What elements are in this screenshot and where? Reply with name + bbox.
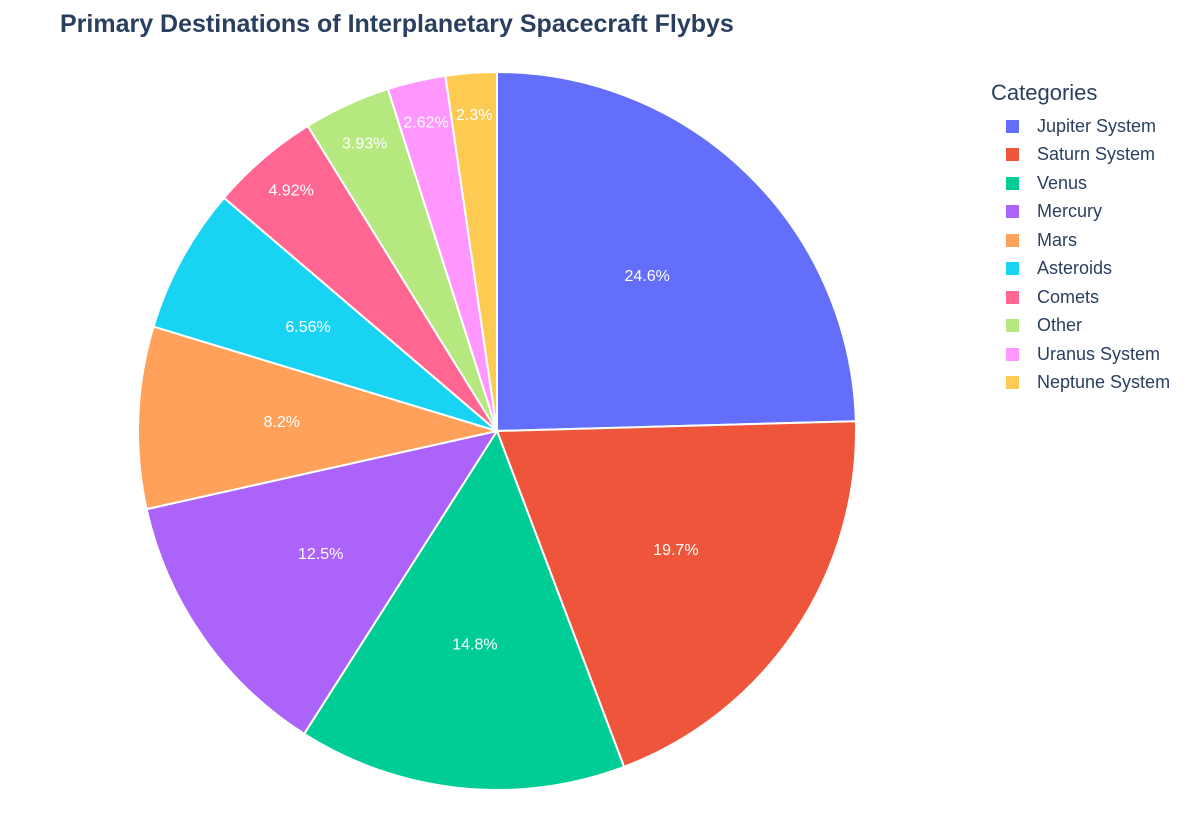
pie-slice-mars[interactable] bbox=[137, 325, 501, 511]
legend-item-jupiter-system[interactable]: Jupiter System bbox=[991, 112, 1170, 141]
legend-item-saturn-system[interactable]: Saturn System bbox=[991, 141, 1170, 170]
legend-label: Comets bbox=[1037, 286, 1100, 307]
legend-label: Jupiter System bbox=[1037, 115, 1157, 136]
pie-label-other: 3.93% bbox=[342, 135, 387, 152]
legend-item-comets[interactable]: Comets bbox=[991, 283, 1170, 312]
legend-label: Asteroids bbox=[1037, 258, 1113, 279]
legend-swatch bbox=[1006, 376, 1019, 390]
pie-slice-jupiter-system[interactable] bbox=[496, 70, 857, 433]
legend-swatch bbox=[1006, 233, 1019, 247]
legend-title: Categories bbox=[991, 80, 1098, 105]
pie-slice-neptune-system[interactable] bbox=[444, 70, 498, 432]
legend-items: Jupiter System Saturn System Venus Mercury M… bbox=[991, 112, 1170, 397]
legend-item-uranus-system[interactable]: Uranus System bbox=[991, 340, 1170, 369]
legend: Categories Jupiter System Saturn System Ve… bbox=[991, 80, 1170, 397]
pie-slice-labels: 24.6% 19.7% 14.8% 12.5% 8.2% 6.56% 4.92% 3.93% 2… bbox=[264, 107, 699, 653]
pie-label-neptune-system: 2.3% bbox=[456, 107, 492, 124]
legend-swatch bbox=[1006, 319, 1019, 333]
pie-slice-saturn-system[interactable] bbox=[495, 420, 857, 769]
legend-swatch bbox=[1006, 176, 1019, 190]
legend-label: Neptune System bbox=[1037, 372, 1171, 393]
chart-title: Primary Destinations of Interplanetary S… bbox=[60, 10, 734, 38]
legend-label: Saturn System bbox=[1037, 144, 1156, 165]
legend-label: Mars bbox=[1037, 229, 1077, 250]
pie-label-comets: 4.92% bbox=[268, 183, 313, 200]
pie-label-mars: 8.2% bbox=[264, 414, 300, 431]
legend-label: Uranus System bbox=[1037, 343, 1161, 364]
pie-slices bbox=[137, 70, 857, 791]
pie-label-venus: 14.8% bbox=[452, 636, 497, 653]
legend-swatch bbox=[1006, 290, 1019, 304]
legend-swatch bbox=[1006, 205, 1019, 219]
legend-item-neptune-system[interactable]: Neptune System bbox=[991, 369, 1170, 398]
legend-swatch bbox=[1006, 119, 1019, 133]
pie-label-uranus-system: 2.62% bbox=[403, 114, 448, 131]
pie-slice-mercury[interactable] bbox=[145, 429, 500, 736]
legend-item-asteroids[interactable]: Asteroids bbox=[991, 255, 1170, 284]
legend-item-other[interactable]: Other bbox=[991, 312, 1170, 341]
legend-item-mercury[interactable]: Mercury bbox=[991, 198, 1170, 227]
pie-slice-venus[interactable] bbox=[302, 428, 626, 791]
pie-label-saturn-system: 19.7% bbox=[653, 542, 698, 559]
legend-label: Mercury bbox=[1037, 201, 1103, 222]
pie-label-mercury: 12.5% bbox=[298, 546, 343, 563]
pie-label-asteroids: 6.56% bbox=[285, 319, 330, 336]
legend-item-venus[interactable]: Venus bbox=[991, 169, 1170, 198]
legend-item-mars[interactable]: Mars bbox=[991, 226, 1170, 255]
pie-slice-asteroids[interactable] bbox=[152, 196, 498, 432]
legend-swatch bbox=[1006, 148, 1019, 162]
pie-label-jupiter-system: 24.6% bbox=[625, 268, 670, 285]
legend-label: Other bbox=[1037, 315, 1083, 336]
legend-swatch bbox=[1006, 262, 1019, 276]
legend-swatch bbox=[1006, 347, 1019, 361]
legend-label: Venus bbox=[1037, 172, 1088, 193]
